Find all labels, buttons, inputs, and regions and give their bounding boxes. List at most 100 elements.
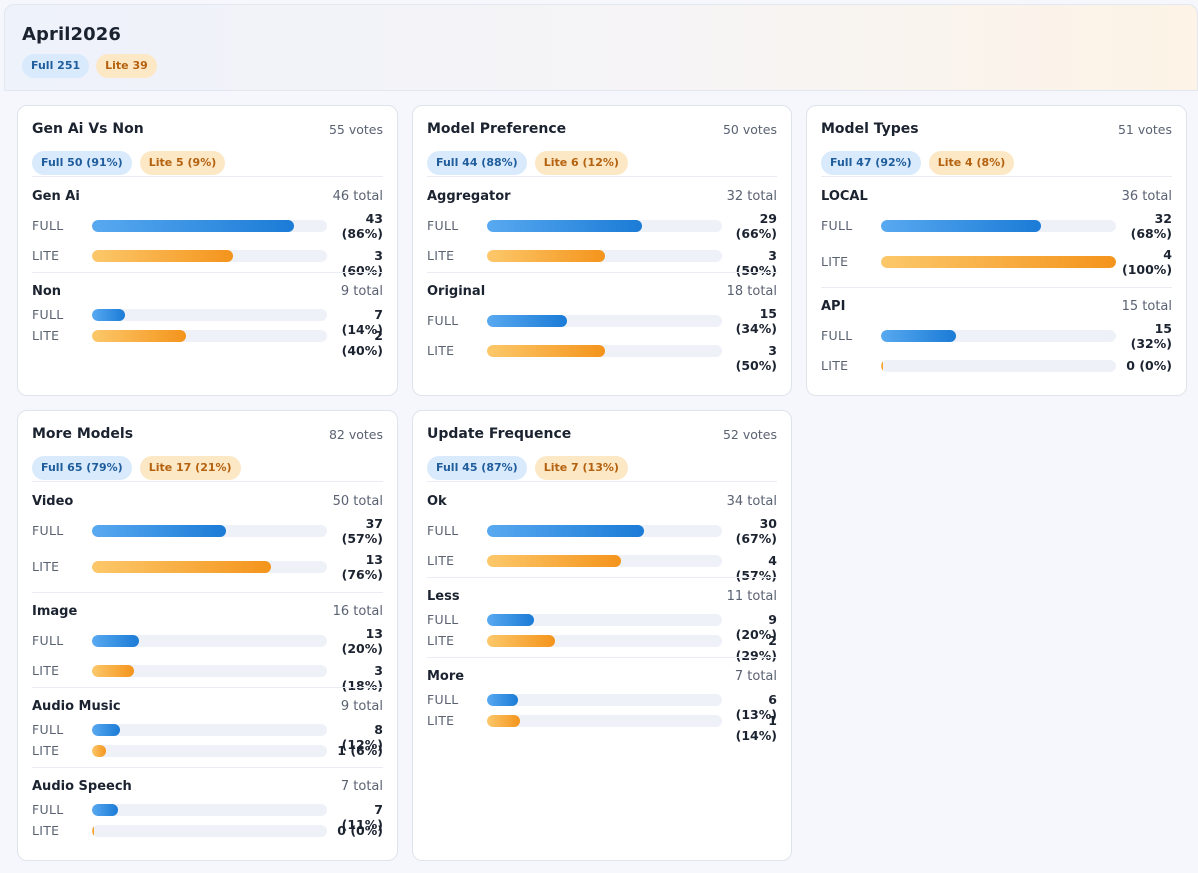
full-row-label: FULL xyxy=(32,218,64,233)
lite-bar-fill xyxy=(487,715,520,727)
full-row-label: FULL xyxy=(427,218,459,233)
full-value: 15 (34%) xyxy=(735,306,777,336)
full-share-badge: Full 65 (79%) xyxy=(32,456,132,480)
lite-value: 4 (100%) xyxy=(1122,247,1173,277)
full-bar-fill xyxy=(92,635,139,647)
lite-value: 3 (50%) xyxy=(735,343,777,373)
full-bar-fill xyxy=(92,525,226,537)
lite-row-label: LITE xyxy=(32,328,60,343)
lite-row-label: LITE xyxy=(821,254,849,269)
full-value: 8 (12%) xyxy=(341,722,383,752)
full-bar-track xyxy=(487,525,722,537)
card-badges: Full 50 (91%) Lite 5 (9%) xyxy=(32,151,226,175)
lite-bar-fill xyxy=(92,561,271,573)
full-bar-fill xyxy=(92,220,295,232)
full-bar-fill xyxy=(881,330,957,342)
full-bar-fill xyxy=(92,804,118,816)
lite-row-label: LITE xyxy=(32,663,60,678)
full-bar-track xyxy=(92,804,327,816)
answer-name: LOCAL xyxy=(821,189,868,204)
full-bar-track xyxy=(92,309,327,321)
full-bar-fill xyxy=(487,315,567,327)
full-bar-track xyxy=(881,220,1116,232)
answer-name: Image xyxy=(32,604,78,619)
vote-count: 52 votes xyxy=(722,427,777,442)
full-bar-track xyxy=(92,724,327,736)
full-bar-track xyxy=(487,614,722,626)
full-bar-track xyxy=(92,635,327,647)
full-row-label: FULL xyxy=(32,523,64,538)
lite-value: 3 (18%) xyxy=(341,663,383,693)
answer-name: Video xyxy=(32,494,74,509)
divider xyxy=(427,657,777,658)
lite-share-badge: Lite 7 (13%) xyxy=(534,456,628,480)
card-header: Model Types 51 votes xyxy=(821,121,1172,141)
full-value: 30 (67%) xyxy=(735,516,777,546)
page-title: April2026 xyxy=(22,24,122,45)
answer-name: API xyxy=(821,299,846,314)
lite-bar-track xyxy=(881,256,1116,268)
lite-bar-track xyxy=(487,555,722,567)
card-title: Model Types xyxy=(821,121,919,137)
lite-value: 2 (29%) xyxy=(735,633,777,663)
lite-value: 1 (6%) xyxy=(337,743,383,758)
lite-value: 3 (60%) xyxy=(341,248,383,278)
answer-total: 34 total xyxy=(726,494,777,509)
answer-total: 11 total xyxy=(726,589,777,604)
lite-bar-track xyxy=(92,665,327,677)
divider xyxy=(32,481,383,482)
lite-row-label: LITE xyxy=(427,343,455,358)
full-value: 9 (20%) xyxy=(735,612,777,642)
full-row-label: FULL xyxy=(427,612,459,627)
lite-bar-fill xyxy=(92,825,94,837)
lite-share-badge: Lite 17 (21%) xyxy=(139,456,241,480)
lite-bar-fill xyxy=(92,250,233,262)
answer-total: 46 total xyxy=(332,189,383,204)
full-value: 7 (11%) xyxy=(341,802,383,832)
full-bar-track xyxy=(487,694,722,706)
answer-name: Audio Speech xyxy=(32,779,132,794)
full-bar-track xyxy=(92,525,327,537)
poll-card-gen-ai-vs-non: Gen Ai Vs Non 55 votes Full 50 (91%) Lite 5… xyxy=(17,105,398,396)
answer-total: 32 total xyxy=(726,189,777,204)
answer-name: Aggregator xyxy=(427,189,511,204)
lite-bar-fill xyxy=(487,555,621,567)
lite-bar-fill xyxy=(487,345,605,357)
full-count-badge: Full 251 xyxy=(22,54,90,78)
full-value: 13 (20%) xyxy=(341,626,383,656)
lite-share-badge: Lite 5 (9%) xyxy=(139,151,226,175)
vote-count: 51 votes xyxy=(1117,122,1172,137)
lite-count-badge: Lite 39 xyxy=(96,54,157,78)
card-title: More Models xyxy=(32,426,134,442)
lite-bar-track xyxy=(487,250,722,262)
lite-bar-fill xyxy=(487,250,605,262)
lite-value: 2 (40%) xyxy=(341,328,383,358)
poll-card-model-types: Model Types 51 votes Full 47 (92%) Lite 4 (… xyxy=(806,105,1187,396)
card-badges: Full 45 (87%) Lite 7 (13%) xyxy=(427,456,628,480)
full-bar-fill xyxy=(487,220,643,232)
page-header: April2026 Full 251 Lite 39 xyxy=(4,4,1198,91)
lite-row-label: LITE xyxy=(32,823,60,838)
divider xyxy=(427,577,777,578)
full-share-badge: Full 45 (87%) xyxy=(427,456,527,480)
lite-bar-fill xyxy=(487,635,556,647)
lite-row-label: LITE xyxy=(821,358,849,373)
full-value: 32 (68%) xyxy=(1130,211,1172,241)
lite-bar-track xyxy=(881,360,1116,372)
poll-card-model-preference: Model Preference 50 votes Full 44 (88%) Lit… xyxy=(412,105,792,396)
answer-total: 9 total xyxy=(340,699,383,714)
full-bar-track xyxy=(92,220,327,232)
lite-value: 0 (0%) xyxy=(337,823,383,838)
lite-share-badge: Lite 4 (8%) xyxy=(928,151,1015,175)
full-value: 6 (13%) xyxy=(735,692,777,722)
lite-bar-track xyxy=(92,561,327,573)
lite-row-label: LITE xyxy=(32,743,60,758)
poll-card-update-frequence: Update Frequence 52 votes Full 45 (87%) Lit… xyxy=(412,410,792,861)
answer-name: Gen Ai xyxy=(32,189,80,204)
card-badges: Full 44 (88%) Lite 6 (12%) xyxy=(427,151,628,175)
lite-bar-track xyxy=(92,745,327,757)
full-row-label: FULL xyxy=(32,307,64,322)
divider xyxy=(427,481,777,482)
full-value: 37 (57%) xyxy=(341,516,383,546)
full-bar-track xyxy=(487,315,722,327)
